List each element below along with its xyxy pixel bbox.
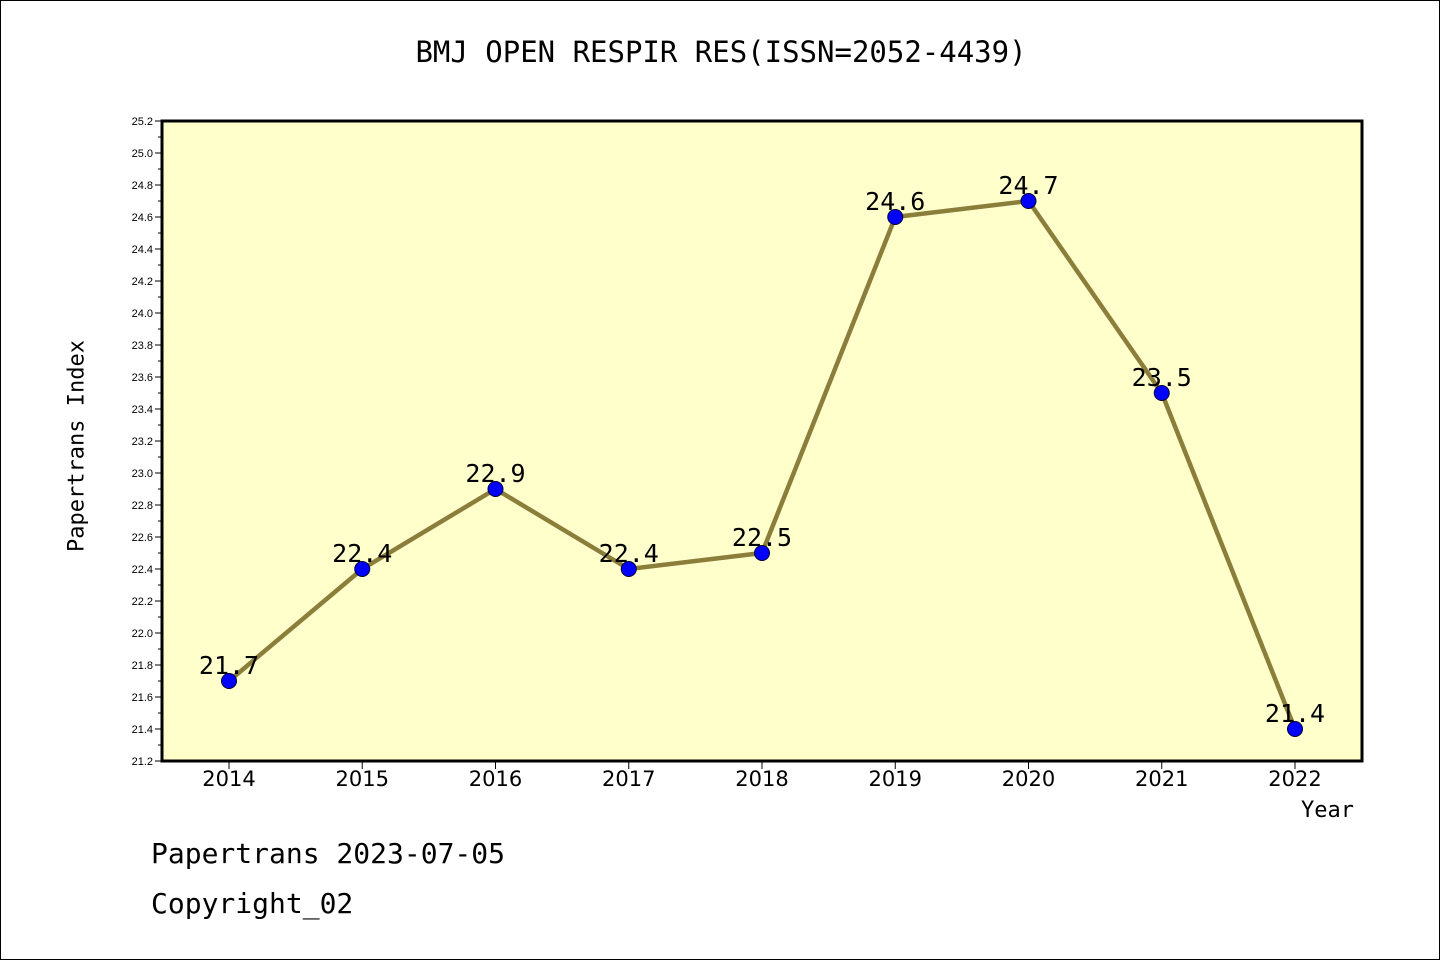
y-tick-label: 25.0 [132,148,153,160]
y-tick-label: 23.2 [132,436,153,448]
x-tick-label: 2016 [469,767,522,791]
x-tick-label: 2022 [1268,767,1321,791]
x-tick-label: 2018 [735,767,788,791]
y-tick-label: 24.8 [132,180,153,192]
y-tick-label: 25.2 [132,116,153,128]
x-tick-label: 2020 [1002,767,1055,791]
data-point [620,561,637,577]
y-tick-label: 23.6 [132,372,153,384]
data-point [887,209,904,225]
y-tick-label: 23.8 [132,340,153,352]
y-tick-label: 24.0 [132,308,153,320]
y-tick-label: 23.0 [132,468,153,480]
chart-title: BMJ OPEN RESPIR RES(ISSN=2052-4439) [415,35,1027,69]
data-label: 22.9 [465,459,525,488]
x-axis-label: Year [1301,798,1354,823]
x-axis: 2014 2015 2016 2017 2018 2019 2020 2021 2022 [202,761,1322,791]
data-label: 21.7 [199,651,259,680]
y-tick-label: 22.6 [132,532,153,544]
x-tick-label: 2015 [336,767,389,791]
data-labels: 21.7 22.4 22.9 22.4 22.5 24.6 24.7 23.5 21.4 [199,171,1325,728]
data-label: 22.5 [732,523,792,552]
footer-copyright: Copyright_02 [151,887,354,920]
x-tick-label: 2017 [602,767,655,791]
data-point [1153,385,1170,401]
y-tick-label: 22.4 [132,564,153,576]
y-tick-label: 21.2 [132,756,153,768]
data-point [221,673,237,689]
data-label: 22.4 [599,539,659,568]
plot-area [160,119,1364,763]
x-tick-label: 2021 [1135,767,1188,791]
y-tick-label: 22.2 [132,596,153,608]
data-label: 21.4 [1265,699,1325,728]
y-tick-label: 21.6 [132,692,153,704]
x-tick-label: 2014 [202,767,255,791]
footer-date: Papertrans 2023-07-05 [151,837,506,870]
data-point [1287,721,1303,737]
data-label: 24.7 [998,171,1058,200]
y-tick-label: 22.0 [132,628,153,640]
y-tick-label: 21.4 [132,724,153,736]
data-point [754,545,770,561]
data-point [354,561,371,577]
data-point [1020,193,1037,209]
y-axis: 21.2 21.4 21.6 21.8 22.0 22.2 22.4 22.6 22.8 23.0… [132,116,162,768]
data-points [221,193,1303,737]
x-tick-label: 2019 [869,767,922,791]
data-label: 23.5 [1132,363,1192,392]
y-tick-label: 24.6 [132,212,153,224]
y-tick-label: 24.2 [132,276,153,288]
y-tick-label: 21.8 [132,660,153,672]
y-tick-label: 22.8 [132,500,153,512]
y-tick-label: 24.4 [132,244,153,256]
data-point [487,481,504,497]
data-label: 22.4 [332,539,392,568]
data-label: 24.6 [865,187,925,216]
y-tick-label: 23.4 [132,404,153,416]
